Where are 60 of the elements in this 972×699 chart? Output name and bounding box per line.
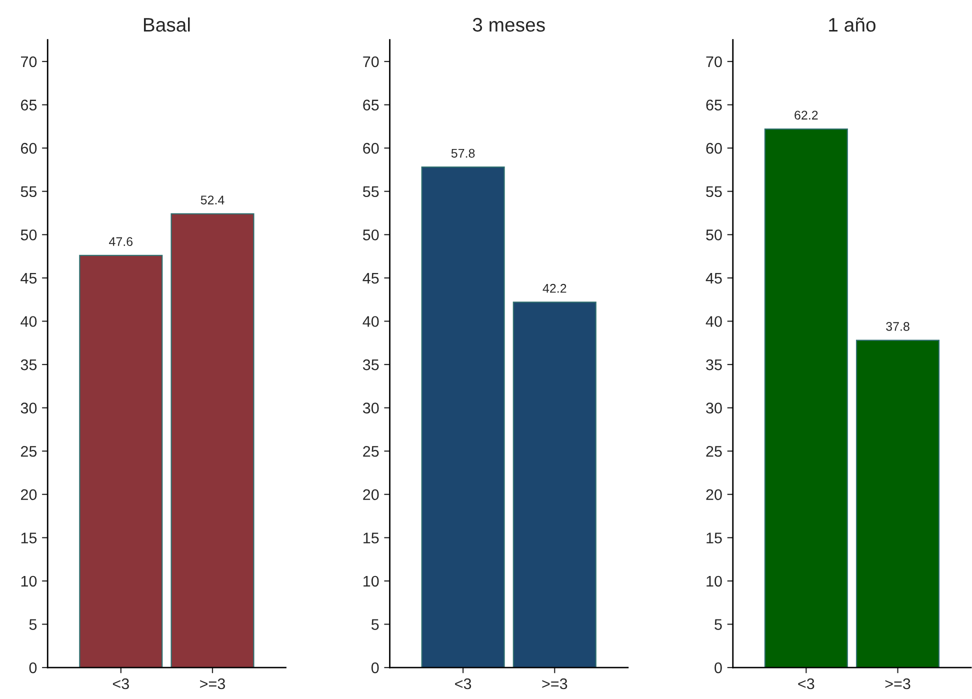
y-tick-label: 10 — [364, 576, 379, 587]
data-label: 42.2 — [542, 284, 566, 293]
x-tick-label: <3 — [798, 678, 814, 690]
y-tick-label: 50 — [20, 230, 37, 240]
y-tick-label: 70 — [21, 56, 37, 68]
y-tick-label: 25 — [363, 446, 379, 457]
y-tick-label: 60 — [20, 142, 37, 154]
y-tick-label: 0 — [29, 662, 37, 674]
y-tick-label: 40 — [20, 316, 37, 327]
x-tick-label: >=3 — [542, 678, 568, 690]
y-tick-label: 65 — [363, 100, 379, 110]
y-tick-label: 30 — [20, 402, 37, 414]
data-label: 57.8 — [451, 148, 475, 158]
y-tick-label: 35 — [706, 359, 722, 370]
chart-title: 1 año — [829, 18, 876, 32]
x-tick-label: <3 — [455, 678, 472, 690]
y-tick-label: 0 — [714, 662, 722, 674]
y-tick-label: 45 — [362, 272, 379, 284]
y-tick-label: 50 — [706, 230, 722, 240]
y-tick-label: 70 — [706, 56, 722, 68]
y-tick-label: 20 — [706, 489, 722, 500]
chart-title: Basal — [144, 17, 190, 32]
y-tick-label: 20 — [20, 489, 37, 500]
y-tick-label: 65 — [20, 100, 37, 110]
y-tick-label: 55 — [706, 186, 722, 198]
y-tick-label: 5 — [29, 619, 37, 630]
y-tick-label: 60 — [363, 142, 379, 154]
y-tick-label: 20 — [363, 489, 379, 500]
y-tick-label: 10 — [21, 576, 37, 587]
data-label: 37.8 — [886, 322, 910, 331]
y-tick-label: 30 — [362, 402, 379, 414]
y-tick-label: 15 — [21, 532, 37, 544]
y-tick-label: 55 — [362, 186, 379, 198]
y-tick-label: 60 — [706, 142, 722, 154]
data-label: 62.2 — [794, 110, 818, 120]
y-tick-label: 50 — [362, 230, 379, 240]
y-tick-label: 25 — [20, 446, 37, 457]
data-label: 52.4 — [200, 196, 224, 204]
y-tick-label: 65 — [706, 100, 722, 110]
x-tick-label: >=3 — [885, 678, 910, 690]
data-label: 47.6 — [109, 237, 133, 246]
x-tick-label: <3 — [112, 678, 129, 690]
y-tick-label: 15 — [364, 532, 379, 544]
y-tick-label: 15 — [706, 532, 722, 544]
y-tick-label: 10 — [706, 576, 722, 587]
y-tick-label: 40 — [362, 316, 379, 327]
y-tick-label: 0 — [371, 662, 379, 674]
y-tick-label: 5 — [714, 619, 722, 630]
y-tick-label: 45 — [20, 272, 37, 284]
chart-title: 3 meses — [472, 18, 545, 32]
y-tick-label: 5 — [371, 619, 379, 630]
y-tick-label: 35 — [362, 359, 379, 370]
y-tick-label: 35 — [20, 359, 37, 370]
y-tick-label: 25 — [706, 446, 722, 457]
y-tick-label: 40 — [706, 316, 722, 327]
x-tick-label: >=3 — [200, 678, 225, 690]
y-tick-label: 70 — [363, 56, 379, 68]
y-tick-label: 30 — [706, 402, 722, 414]
y-tick-label: 55 — [20, 186, 37, 198]
y-tick-label: 45 — [706, 272, 722, 284]
